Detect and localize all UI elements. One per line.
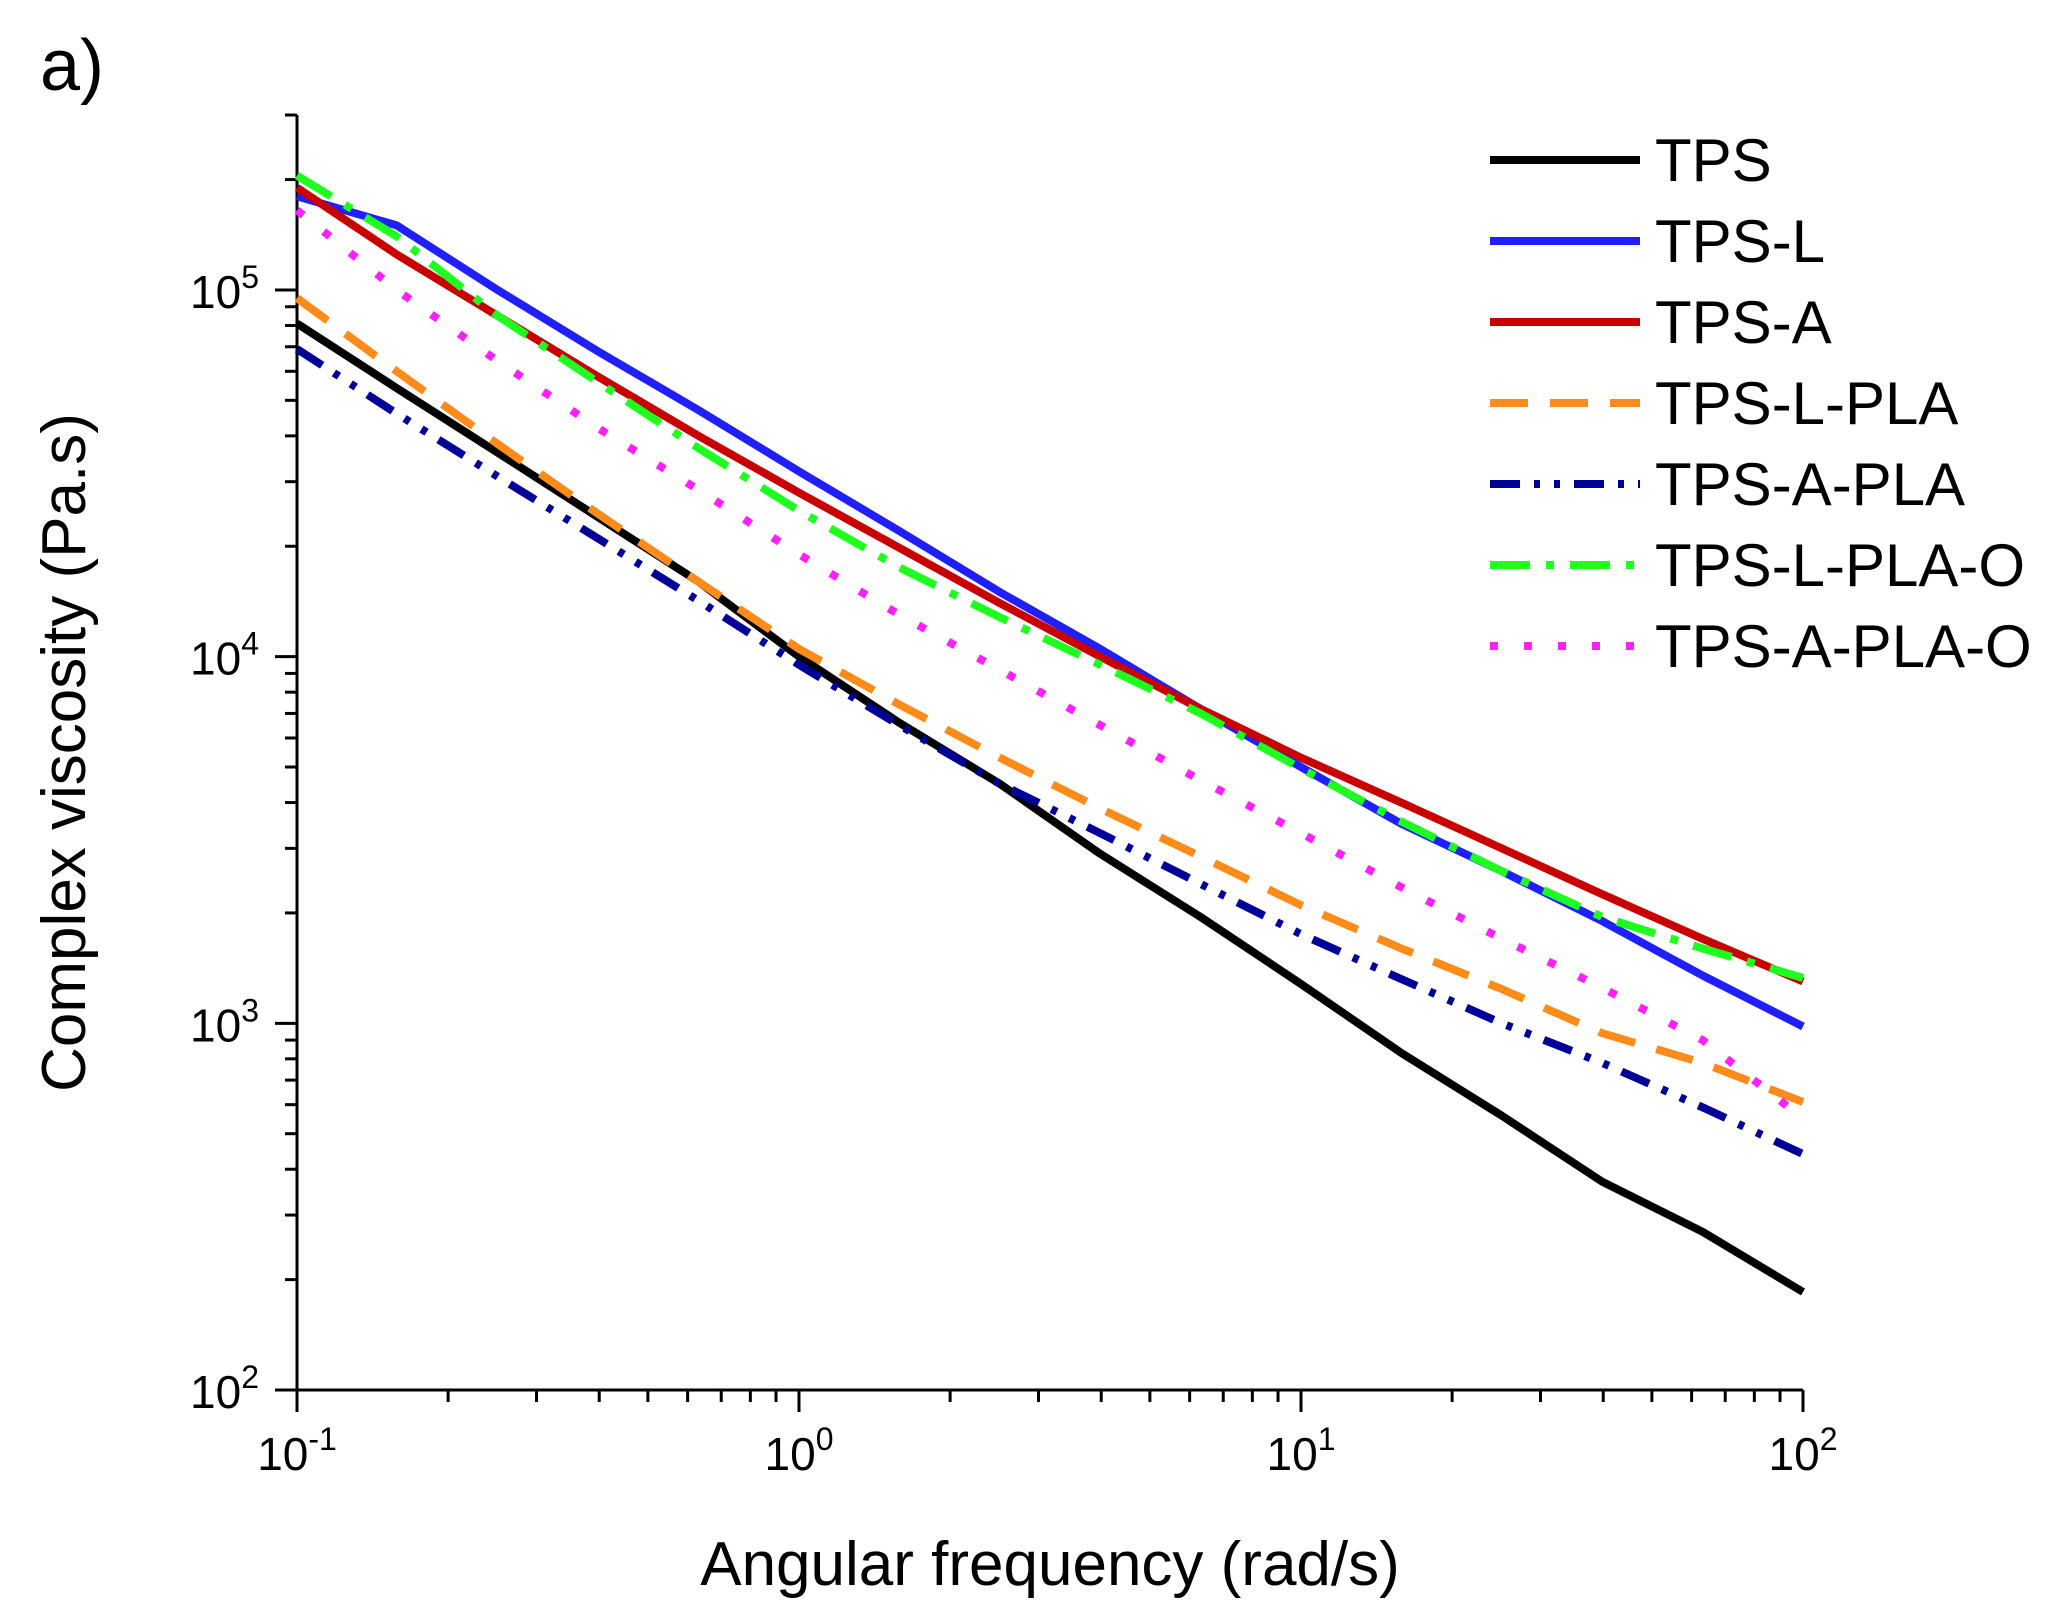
x-tick-label: 101 [1267, 1421, 1336, 1480]
y-tick-label: 102 [190, 1359, 259, 1418]
y-tick-label: 103 [190, 992, 259, 1051]
panel-label: a) [40, 26, 104, 106]
legend-label: TPS [1655, 127, 1772, 194]
series-lines [294, 172, 1806, 1296]
legend-label: TPS-A-PLA [1655, 451, 1965, 518]
legend-label: TPS-L [1655, 208, 1825, 275]
series-line-tps-a-pla-o [294, 207, 1806, 1122]
legend-label: TPS-A-PLA-O [1655, 613, 2032, 680]
series-line-tps-l-pla-o [294, 172, 1805, 982]
series-line-tps [294, 320, 1806, 1296]
x-tick-label: 102 [1769, 1421, 1838, 1480]
x-tick-label: 100 [765, 1421, 834, 1480]
x-axis-title: Angular frequency (rad/s) [700, 1530, 1400, 1599]
axes: 10-1 100 101 102 102 103 104 105 [190, 113, 1838, 1480]
y-tick-label: 104 [190, 626, 259, 685]
legend-label: TPS-A [1655, 289, 1832, 356]
x-tick-label: 10-1 [257, 1421, 337, 1480]
series-line-tps-l-pla [294, 294, 1805, 1106]
legend-label: TPS-L-PLA-O [1655, 532, 2025, 599]
series-line-tps-a-pla [294, 345, 1805, 1158]
y-axis-title: Complex viscosity (Pa.s) [30, 413, 99, 1092]
y-tick-label: 105 [190, 259, 259, 318]
legend: TPS TPS-L TPS-A TPS-L-PLA TPS-A-PLA TPS-L-PLA… [1490, 127, 2032, 680]
legend-label: TPS-L-PLA [1655, 370, 1958, 437]
